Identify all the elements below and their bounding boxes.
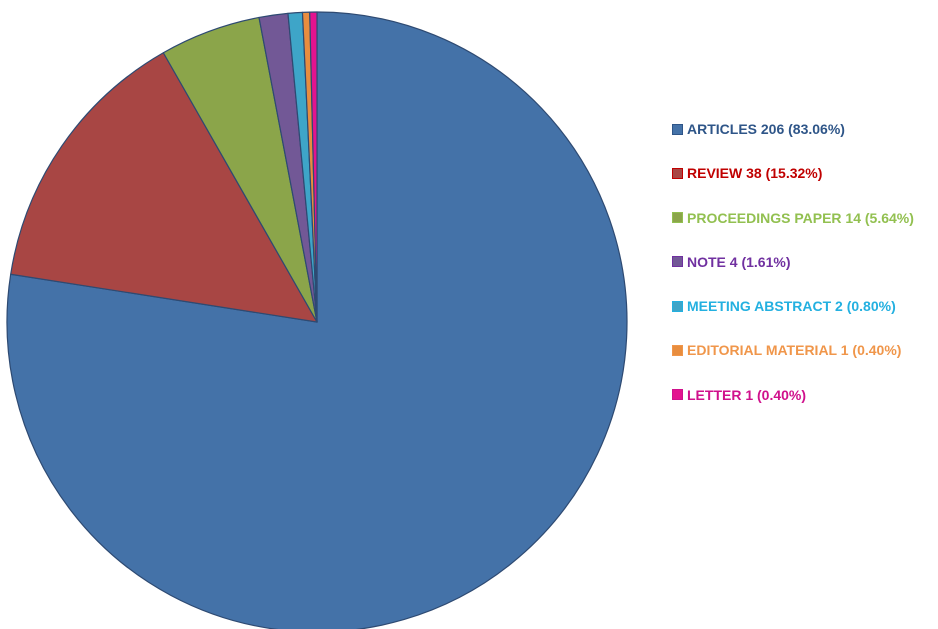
chart-legend: ARTICLES 206 (83.06%) REVIEW 38 (15.32%)… bbox=[672, 118, 934, 428]
legend-item-review: REVIEW 38 (15.32%) bbox=[672, 162, 934, 184]
pie-slice-letter bbox=[309, 11, 318, 323]
legend-label-review: REVIEW 38 (15.32%) bbox=[687, 165, 823, 182]
pie-slice-review bbox=[10, 52, 318, 323]
legend-item-editorial-material: EDITORIAL MATERIAL 1 (0.40%) bbox=[672, 339, 934, 361]
legend-label-meeting-abstract: MEETING ABSTRACT 2 (0.80%) bbox=[687, 298, 896, 315]
legend-item-articles: ARTICLES 206 (83.06%) bbox=[672, 118, 934, 140]
legend-label-articles: ARTICLES 206 (83.06%) bbox=[687, 121, 845, 137]
legend-label-note: NOTE 4 (1.61%) bbox=[687, 253, 791, 270]
legend-swatch-articles bbox=[672, 123, 683, 135]
legend-swatch-review bbox=[672, 167, 683, 179]
legend-swatch-letter bbox=[672, 389, 683, 401]
legend-swatch-editorial-material bbox=[672, 344, 683, 356]
legend-label-editorial-material: EDITORIAL MATERIAL 1 (0.40%) bbox=[687, 342, 902, 359]
legend-item-meeting-abstract: MEETING ABSTRACT 2 (0.80%) bbox=[672, 295, 934, 317]
legend-swatch-meeting-abstract bbox=[672, 300, 683, 312]
pie-slice-articles bbox=[6, 11, 628, 629]
legend-swatch-note bbox=[672, 256, 683, 268]
legend-label-letter: LETTER 1 (0.40%) bbox=[687, 386, 807, 403]
legend-item-proceedings-paper: PROCEEDINGS PAPER 14 (5.64%) bbox=[672, 207, 934, 229]
pie-slices bbox=[6, 11, 628, 629]
legend-swatch-proceedings-paper bbox=[672, 212, 683, 224]
legend-item-letter: LETTER 1 (0.40%) bbox=[672, 384, 934, 406]
legend-label-proceedings-paper: PROCEEDINGS PAPER 14 (5.64%) bbox=[687, 209, 914, 226]
legend-item-note: NOTE 4 (1.61%) bbox=[672, 251, 934, 273]
